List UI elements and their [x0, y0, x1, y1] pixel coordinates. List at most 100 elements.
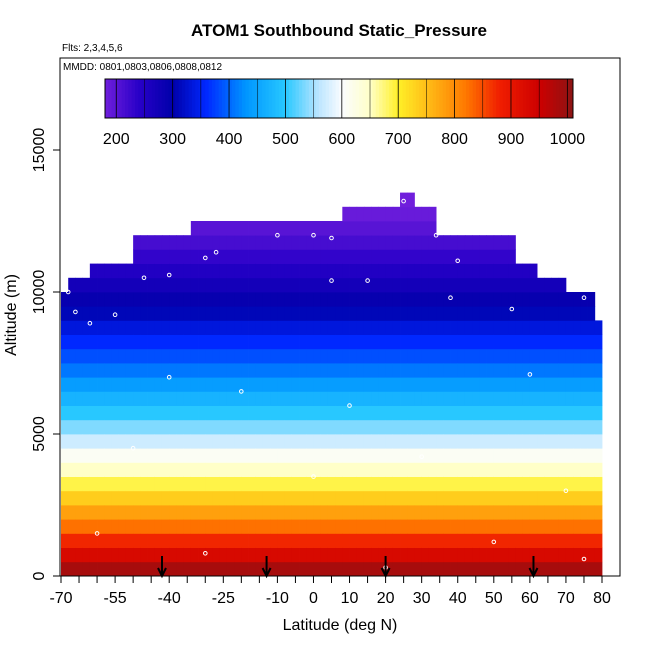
heatmap-cell [291, 405, 300, 421]
y-axis-label: Altitude (m) [3, 274, 20, 356]
heatmap-cell [198, 249, 206, 264]
heatmap-cell [558, 476, 567, 492]
heatmap-cell [349, 235, 358, 250]
heatmap-cell [385, 476, 394, 492]
heatmap-cell [241, 462, 249, 477]
heatmap-cell [234, 405, 242, 421]
heatmap-cell [284, 263, 293, 279]
heatmap-cell [335, 505, 343, 520]
colorbar-segment [402, 79, 407, 118]
heatmap-cell [594, 405, 603, 421]
heatmap-cell [443, 377, 451, 392]
heatmap-cell [479, 277, 487, 293]
heatmap-cell [226, 277, 235, 293]
heatmap-cell [320, 263, 329, 279]
heatmap-cell [262, 334, 271, 350]
heatmap-cell [68, 434, 76, 449]
heatmap-cell [342, 221, 350, 236]
colorbar-segment [128, 79, 133, 118]
heatmap-cell [82, 292, 91, 307]
heatmap-cell [169, 405, 177, 421]
heatmap-cell [335, 476, 343, 492]
heatmap-cell [125, 377, 134, 392]
heatmap-cell [356, 561, 365, 577]
heatmap-cell [313, 348, 322, 364]
heatmap-cell [443, 462, 451, 477]
flight-track-point [311, 232, 316, 238]
heatmap-cell [133, 334, 141, 350]
heatmap-cell [479, 348, 487, 364]
heatmap-cell [407, 306, 415, 321]
heatmap-cell [255, 235, 264, 250]
flight-track-point [448, 295, 453, 301]
heatmap-cell [392, 320, 401, 335]
heatmap-cell [299, 334, 307, 350]
heatmap-cell [428, 206, 437, 222]
heatmap-cell [125, 292, 134, 307]
heatmap-cell [407, 292, 415, 307]
heatmap-cell [421, 235, 430, 250]
heatmap-cell [68, 292, 76, 307]
heatmap-cell [472, 419, 480, 435]
heatmap-cell [176, 434, 185, 449]
heatmap-cell [371, 448, 379, 463]
colorbar-segment [185, 79, 190, 118]
heatmap-cell [226, 476, 235, 492]
heatmap-cell [291, 533, 300, 548]
heatmap-cell [356, 434, 365, 449]
heatmap-cell [248, 249, 257, 264]
heatmap-cell [407, 462, 415, 477]
heatmap-cell [140, 533, 148, 548]
heatmap-cell [537, 519, 545, 534]
heatmap-cell [414, 519, 423, 534]
heatmap-cell [161, 277, 170, 293]
heatmap-cell [140, 235, 148, 250]
heatmap-cell [428, 519, 437, 534]
heatmap-cell [436, 419, 444, 435]
colorbar-segment [235, 79, 240, 118]
heatmap-cell [147, 235, 156, 250]
heatmap-cell [154, 235, 163, 250]
heatmap-cell [205, 391, 213, 406]
heatmap-cell [436, 462, 444, 477]
heatmap-cell [270, 561, 278, 577]
heatmap-cell [580, 306, 588, 321]
heatmap-cell [97, 405, 105, 421]
heatmap-cell [594, 519, 603, 534]
heatmap-cell [284, 235, 293, 250]
heatmap-cell [68, 391, 76, 406]
colorbar-segment [435, 79, 440, 118]
colorbar-segment [191, 79, 196, 118]
heatmap-cell [125, 363, 134, 378]
heatmap-cell [407, 206, 415, 222]
heatmap-cell [428, 292, 437, 307]
heatmap-cell [262, 405, 271, 421]
heatmap-cell [118, 434, 127, 449]
heatmap-cell [299, 249, 307, 264]
heatmap-cell [219, 405, 228, 421]
colorbar-segment [145, 79, 149, 118]
heatmap-cell [183, 277, 192, 293]
heatmap-cell [392, 533, 401, 548]
heatmap-cell [363, 476, 372, 492]
colorbar-tick-label: 600 [328, 131, 355, 148]
heatmap-cell [428, 363, 437, 378]
heatmap-cell [436, 476, 444, 492]
heatmap-cell [565, 419, 574, 435]
heatmap-cell [140, 547, 148, 563]
heatmap-cell [291, 419, 300, 435]
heatmap-cell [320, 405, 329, 421]
heatmap-cell [363, 533, 372, 548]
heatmap-cell [363, 405, 372, 421]
heatmap-cell [450, 292, 459, 307]
flight-track-point [455, 258, 461, 264]
heatmap-cell [551, 363, 560, 378]
heatmap-cell [205, 249, 213, 264]
heatmap-cell [385, 235, 394, 250]
heatmap-cell [320, 249, 329, 264]
heatmap-cell [464, 377, 473, 392]
heatmap-cell [464, 334, 473, 350]
heatmap-cell [356, 292, 365, 307]
heatmap-cell [551, 405, 560, 421]
heatmap-cell [573, 334, 581, 350]
